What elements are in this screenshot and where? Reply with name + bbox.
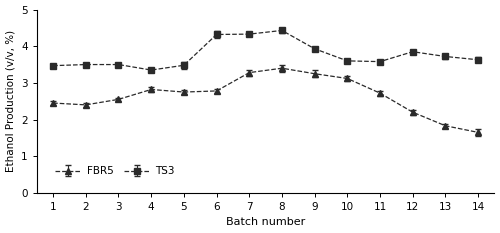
- Legend: FBR5, TS3: FBR5, TS3: [51, 162, 178, 180]
- Y-axis label: Ethanol Production (v/v, %): Ethanol Production (v/v, %): [6, 30, 16, 172]
- X-axis label: Batch number: Batch number: [226, 217, 305, 227]
